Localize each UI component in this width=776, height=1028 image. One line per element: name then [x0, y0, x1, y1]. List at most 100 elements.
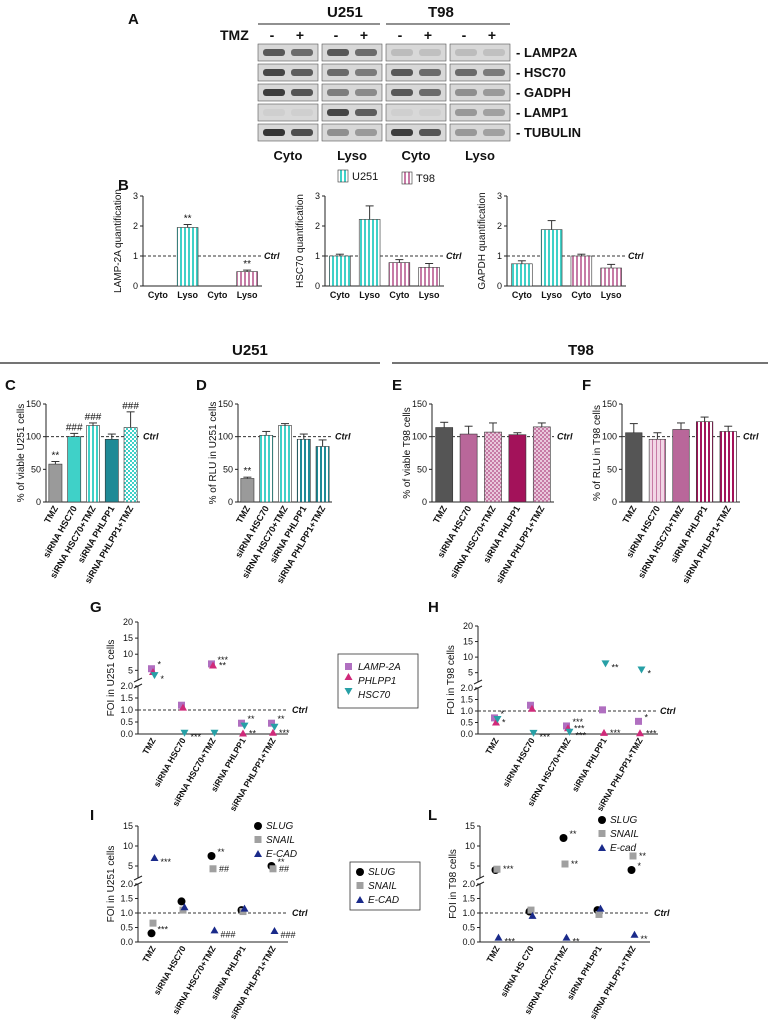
data-point-lamp-2a [527, 701, 534, 709]
legend-center-emt: SLUG SNAIL E-CAD [349, 861, 421, 911]
legend-label: SNAIL [610, 829, 639, 840]
x-tick-label: Cyto [512, 290, 533, 300]
legend-swatch-u251 [337, 169, 349, 183]
x-tick-label: Cyto [571, 290, 592, 300]
legend-marker-phlpp1 [344, 673, 353, 680]
blot-protein-label: - LAMP2A [516, 45, 578, 60]
blot-box [449, 63, 511, 82]
chart-g: 0.0 0.5 1.0 1.5 2.0 5 10 15 20 FOI in U251 cells C… [106, 617, 308, 813]
bar [459, 433, 478, 503]
x-tick-label: TMZ [140, 736, 157, 756]
blot-tmz-label: TMZ [220, 27, 249, 43]
legend-label: E-cad [610, 843, 637, 854]
bar [570, 255, 593, 287]
y-tick-label: 1.0 [120, 908, 133, 918]
axis-break [133, 875, 143, 881]
ctrl-label: Ctrl [292, 705, 308, 715]
significance-mark: ** [639, 851, 647, 861]
legend-marker-slug [356, 868, 364, 876]
significance-mark: * [645, 712, 649, 722]
y-tick-label: 1.5 [120, 894, 133, 904]
significance-mark: *** [646, 728, 657, 738]
data-point-hsc70 [601, 660, 610, 668]
y-tick-label: 3 [315, 191, 320, 201]
data-point-slug [147, 929, 156, 938]
data-point-hsc70 [150, 672, 159, 680]
blot-fraction-label: Lyso [465, 148, 495, 163]
tmz-sign: + [488, 27, 496, 43]
bar [315, 446, 330, 503]
panel-label-i: I [90, 807, 94, 824]
x-tick-label: siRNA PHLPP1+TMZ [494, 504, 547, 586]
chart-d: 0 50 100 150% of RLU in U251 cells Ctrl ** TMZ… [208, 399, 351, 585]
chart-h: 0.00.5 1.01.5 2.0 5 10 15 20 FOI in T98 cells Ct… [446, 621, 676, 813]
bar [240, 478, 255, 503]
y-axis-label: HSC70 quantification [295, 194, 306, 288]
significance-mark: *** [161, 857, 172, 867]
group-title-t98: T98 [568, 342, 594, 359]
data-point-lamp-2a [599, 706, 606, 714]
blot-band [327, 89, 349, 96]
significance-mark: ** [249, 729, 257, 739]
y-tick-label: 20 [123, 617, 133, 627]
data-point-e-cad [210, 926, 219, 934]
y-tick-label: 15 [465, 821, 475, 831]
data-point-phlpp1 [269, 728, 277, 736]
bar [600, 267, 622, 287]
data-point-lamp-2a [563, 722, 570, 730]
significance-mark: ** [612, 662, 620, 672]
y-tick-label: 15 [123, 821, 133, 831]
blot-band [291, 129, 313, 136]
y-axis-label: % of viable U251 cells [16, 404, 27, 502]
blot-box [385, 63, 447, 82]
legend-marker-snail [254, 836, 262, 843]
blot-band [327, 109, 349, 116]
data-point-e-cad [150, 854, 159, 861]
data-point-e-cad [180, 903, 189, 911]
data-point-slug [627, 866, 636, 874]
chart-b2: 0 1 2 3 HSC70 quantification Ctrl Cyto Lyso Cyto… [295, 191, 462, 300]
y-tick-label: 2.0 [120, 681, 133, 691]
legend-label: SLUG [368, 867, 395, 878]
x-tick-label: Lyso [601, 290, 622, 300]
y-tick-label: 5 [128, 665, 133, 675]
legend-marker-ecad [356, 896, 364, 903]
bar [259, 435, 274, 503]
bar [236, 271, 258, 287]
y-tick-label: 50 [223, 464, 233, 474]
blot-box [257, 103, 319, 122]
y-tick-label: 150 [218, 399, 233, 409]
blot-band [291, 69, 313, 76]
y-tick-label: 1 [497, 251, 502, 261]
bar [176, 227, 199, 287]
tmz-sign: - [462, 27, 467, 43]
significance-mark: *** [574, 723, 585, 733]
ctrl-label: Ctrl [743, 432, 759, 442]
blot-band [327, 49, 349, 56]
x-tick-label: TMZ [483, 736, 500, 756]
data-point-hsc70 [637, 666, 646, 674]
x-tick-label: siRNA HS C70 [498, 944, 535, 999]
data-point-lamp-2a [491, 714, 498, 722]
bar [48, 463, 63, 503]
tmz-sign: + [360, 27, 368, 43]
y-tick-label: 1.0 [120, 705, 133, 715]
blot-protein-label: - LAMP1 [516, 105, 568, 120]
blot-box [257, 43, 319, 62]
data-point-e-cad [596, 904, 605, 912]
blot-cell-line-t98: T98 [428, 4, 454, 21]
y-tick-label: 5 [128, 861, 133, 871]
y-tick-label: 20 [463, 621, 473, 631]
bar [123, 427, 138, 503]
western-blot: - + - + - + - + - LAMP2A - HSC70 - GADPH - LAMP1 - T… [257, 23, 581, 163]
chart-i: 0.0 0.5 1.0 1.5 2.0 5 10 15 FOI in U251 cells Ctr… [106, 821, 308, 1021]
y-tick-label: 150 [412, 399, 427, 409]
data-point-phlpp1 [636, 729, 644, 737]
significance-mark: ** [641, 934, 649, 944]
y-tick-label: 1 [315, 251, 320, 261]
blot-box [321, 123, 383, 142]
blot-band [355, 49, 377, 56]
blot-box [321, 63, 383, 82]
